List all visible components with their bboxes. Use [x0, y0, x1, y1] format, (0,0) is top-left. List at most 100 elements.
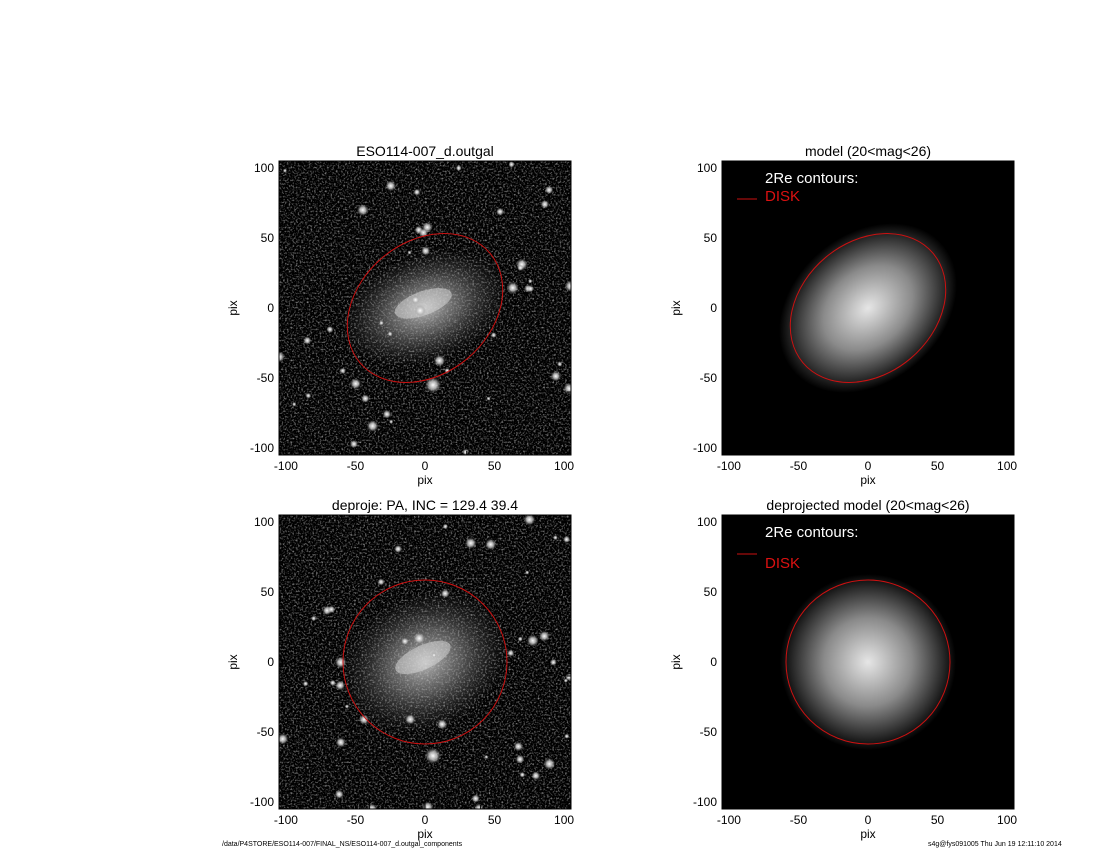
panel-title: model (20<mag<26) — [805, 143, 931, 159]
image-content — [779, 223, 957, 393]
legend-item-disk: DISK — [765, 555, 800, 572]
star — [377, 578, 385, 586]
x-tick-label: -100 — [274, 813, 298, 827]
x-tick-label: -50 — [790, 459, 808, 473]
star — [356, 204, 369, 216]
star — [444, 367, 450, 374]
star — [525, 570, 530, 575]
star — [279, 733, 289, 745]
x-tick-label: 50 — [488, 459, 502, 473]
star — [413, 632, 426, 645]
x-tick-label: 0 — [422, 459, 429, 473]
star — [339, 367, 346, 374]
x-tick-label: -100 — [717, 813, 741, 827]
image-content — [780, 574, 956, 750]
star — [471, 794, 480, 803]
panel-2: 2Re contours:DISK -100-100 -50 -50 0 0 50 50 100… — [669, 143, 1017, 487]
y-tick-label: 100 — [697, 515, 717, 529]
x-tick-label: -100 — [274, 459, 298, 473]
y-tick-label: -100 — [693, 795, 717, 809]
star — [279, 351, 285, 363]
star — [485, 538, 497, 550]
star — [358, 714, 370, 725]
star — [519, 771, 526, 778]
y-tick-label: 50 — [261, 585, 275, 599]
y-tick-label: -100 — [250, 441, 274, 455]
legend-item-disk: DISK — [765, 188, 800, 205]
panel-4: 2Re contours: DISK -100-100 -50 -50 0 0 50 50 100… — [669, 497, 1017, 841]
y-tick-label: -100 — [693, 441, 717, 455]
image-content — [279, 161, 571, 455]
star — [437, 719, 448, 730]
x-tick-label: 0 — [865, 459, 872, 473]
disk-contour — [346, 233, 504, 383]
footer-file-path: /data/P4STORE/ESO114-007/FINAL_NS/ESO114… — [222, 841, 463, 848]
panel-title: deprojected model (20<mag<26) — [766, 497, 969, 513]
star — [527, 285, 535, 293]
star — [507, 649, 515, 657]
x-tick-label: 0 — [865, 813, 872, 827]
x-tick-label: 100 — [554, 813, 574, 827]
galaxy-bar — [395, 640, 451, 675]
bright-star — [425, 747, 441, 764]
x-tick-label: 50 — [931, 813, 945, 827]
star — [387, 331, 393, 337]
image-content — [279, 515, 571, 809]
star — [413, 188, 421, 196]
x-tick-label: 50 — [488, 813, 502, 827]
star — [385, 180, 397, 192]
star — [455, 165, 462, 172]
star — [361, 394, 370, 403]
y-tick-label: -50 — [700, 725, 718, 739]
panel-title: deproje: PA, INC = 129.4 39.4 — [332, 497, 518, 513]
galaxy-bar — [394, 288, 452, 319]
y-tick-label: -100 — [250, 795, 274, 809]
star — [465, 537, 477, 549]
star — [543, 758, 556, 770]
y-tick-label: -50 — [257, 725, 275, 739]
x-axis-label: pix — [860, 827, 875, 841]
x-tick-label: 100 — [997, 459, 1017, 473]
star — [564, 280, 571, 292]
star — [508, 161, 515, 168]
star — [557, 361, 563, 367]
legend-heading: 2Re contours: — [765, 170, 858, 187]
star — [407, 250, 412, 255]
star — [389, 419, 394, 424]
star — [564, 733, 570, 739]
y-tick-label: 0 — [267, 655, 274, 669]
star — [334, 656, 347, 669]
y-axis-label: pix — [226, 300, 240, 315]
star — [526, 634, 539, 647]
star — [550, 370, 562, 382]
star — [486, 396, 491, 401]
star — [552, 535, 558, 541]
star — [326, 325, 334, 333]
star — [490, 332, 497, 339]
star — [378, 320, 384, 326]
x-tick-label: -50 — [790, 813, 808, 827]
star — [421, 801, 434, 809]
panel-title: ESO114-007_d.outgal — [356, 143, 494, 159]
x-tick-label: 50 — [931, 459, 945, 473]
star — [563, 678, 568, 683]
x-tick-label: 100 — [997, 813, 1017, 827]
x-tick-label: -50 — [347, 459, 365, 473]
star — [442, 523, 449, 530]
star — [327, 605, 336, 614]
disk-contour — [789, 233, 947, 383]
star — [474, 803, 484, 809]
star — [305, 392, 312, 399]
star — [421, 246, 431, 256]
y-tick-label: 50 — [704, 585, 718, 599]
star — [544, 185, 554, 195]
model-galaxy — [779, 223, 957, 393]
model-galaxy — [780, 574, 956, 750]
star — [349, 439, 359, 449]
star — [366, 420, 379, 432]
star — [401, 637, 409, 646]
star — [523, 515, 536, 526]
star — [538, 630, 550, 642]
y-axis-label: pix — [669, 300, 683, 315]
star — [350, 378, 362, 390]
